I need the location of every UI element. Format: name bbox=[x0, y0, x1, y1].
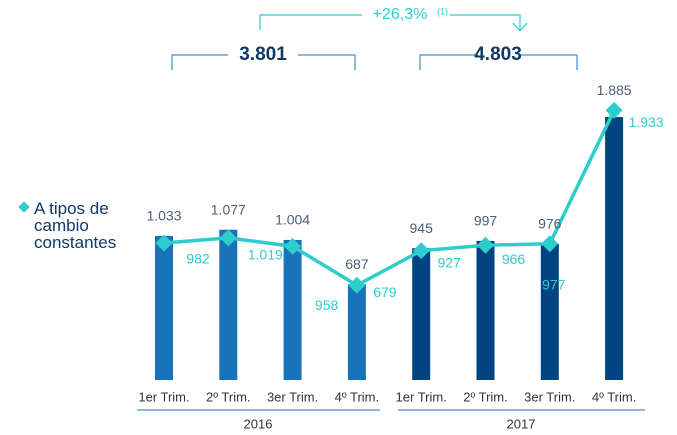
bar-value-label: 976 bbox=[538, 215, 562, 231]
line-value-label: 977 bbox=[542, 276, 566, 292]
line-marker bbox=[348, 276, 366, 294]
x-tick-label: 4º Trim. bbox=[592, 389, 636, 404]
line-marker bbox=[605, 101, 623, 119]
line bbox=[163, 109, 616, 288]
bar-value-label: 1.077 bbox=[211, 201, 246, 217]
line-marker bbox=[412, 242, 430, 260]
line-marker bbox=[477, 236, 494, 254]
x-tick-label: 3er Trim. bbox=[267, 389, 318, 404]
line-value-label: 679 bbox=[373, 284, 397, 300]
legend-marker bbox=[18, 201, 30, 213]
line-value-label: 1.933 bbox=[629, 114, 664, 130]
group-label: 2017 bbox=[507, 416, 536, 431]
bar-value-label: 1.033 bbox=[146, 208, 181, 224]
line-value-label: 958 bbox=[315, 297, 339, 313]
change-label: +26,3% bbox=[373, 6, 428, 23]
line-marker bbox=[541, 235, 559, 253]
bar bbox=[155, 235, 173, 380]
bar bbox=[605, 117, 624, 380]
bar bbox=[476, 240, 495, 380]
group-label: 2016 bbox=[244, 416, 273, 431]
line-marker bbox=[219, 229, 237, 247]
line-marker bbox=[284, 237, 302, 255]
line-value-label: 966 bbox=[502, 251, 526, 267]
bar bbox=[412, 248, 431, 380]
bar-value-label: 997 bbox=[474, 213, 498, 229]
x-tick-label: 2º Trim. bbox=[463, 389, 507, 404]
line-marker bbox=[155, 234, 173, 252]
change-arrow bbox=[259, 14, 528, 32]
group-total: 3.801 bbox=[239, 44, 287, 65]
x-tick-label: 1er Trim. bbox=[396, 389, 447, 404]
bar-value-label: 1.004 bbox=[275, 212, 310, 228]
line-value-label: 927 bbox=[438, 254, 462, 270]
bar bbox=[540, 243, 559, 380]
bar bbox=[347, 284, 366, 380]
line-value-label: 982 bbox=[186, 251, 210, 267]
bar-value-label: 945 bbox=[410, 220, 434, 236]
x-tick-label: 4º Trim. bbox=[335, 389, 379, 404]
x-tick-label: 1er Trim. bbox=[138, 389, 189, 404]
x-tick-label: 2º Trim. bbox=[206, 389, 250, 404]
change-note: (1) bbox=[437, 6, 448, 16]
group-total: 4.803 bbox=[474, 44, 522, 65]
bar-value-label: 687 bbox=[345, 256, 369, 272]
bar bbox=[283, 239, 302, 380]
legend: A tipos de cambio constantes bbox=[18, 199, 154, 252]
bar-value-label: 1.885 bbox=[597, 82, 632, 98]
group-brackets bbox=[137, 54, 645, 411]
line-value-label: 1.019 bbox=[248, 247, 283, 263]
legend-label: A tipos de cambio constantes bbox=[34, 199, 117, 252]
bar bbox=[219, 229, 238, 380]
x-tick-label: 3er Trim. bbox=[524, 389, 575, 404]
